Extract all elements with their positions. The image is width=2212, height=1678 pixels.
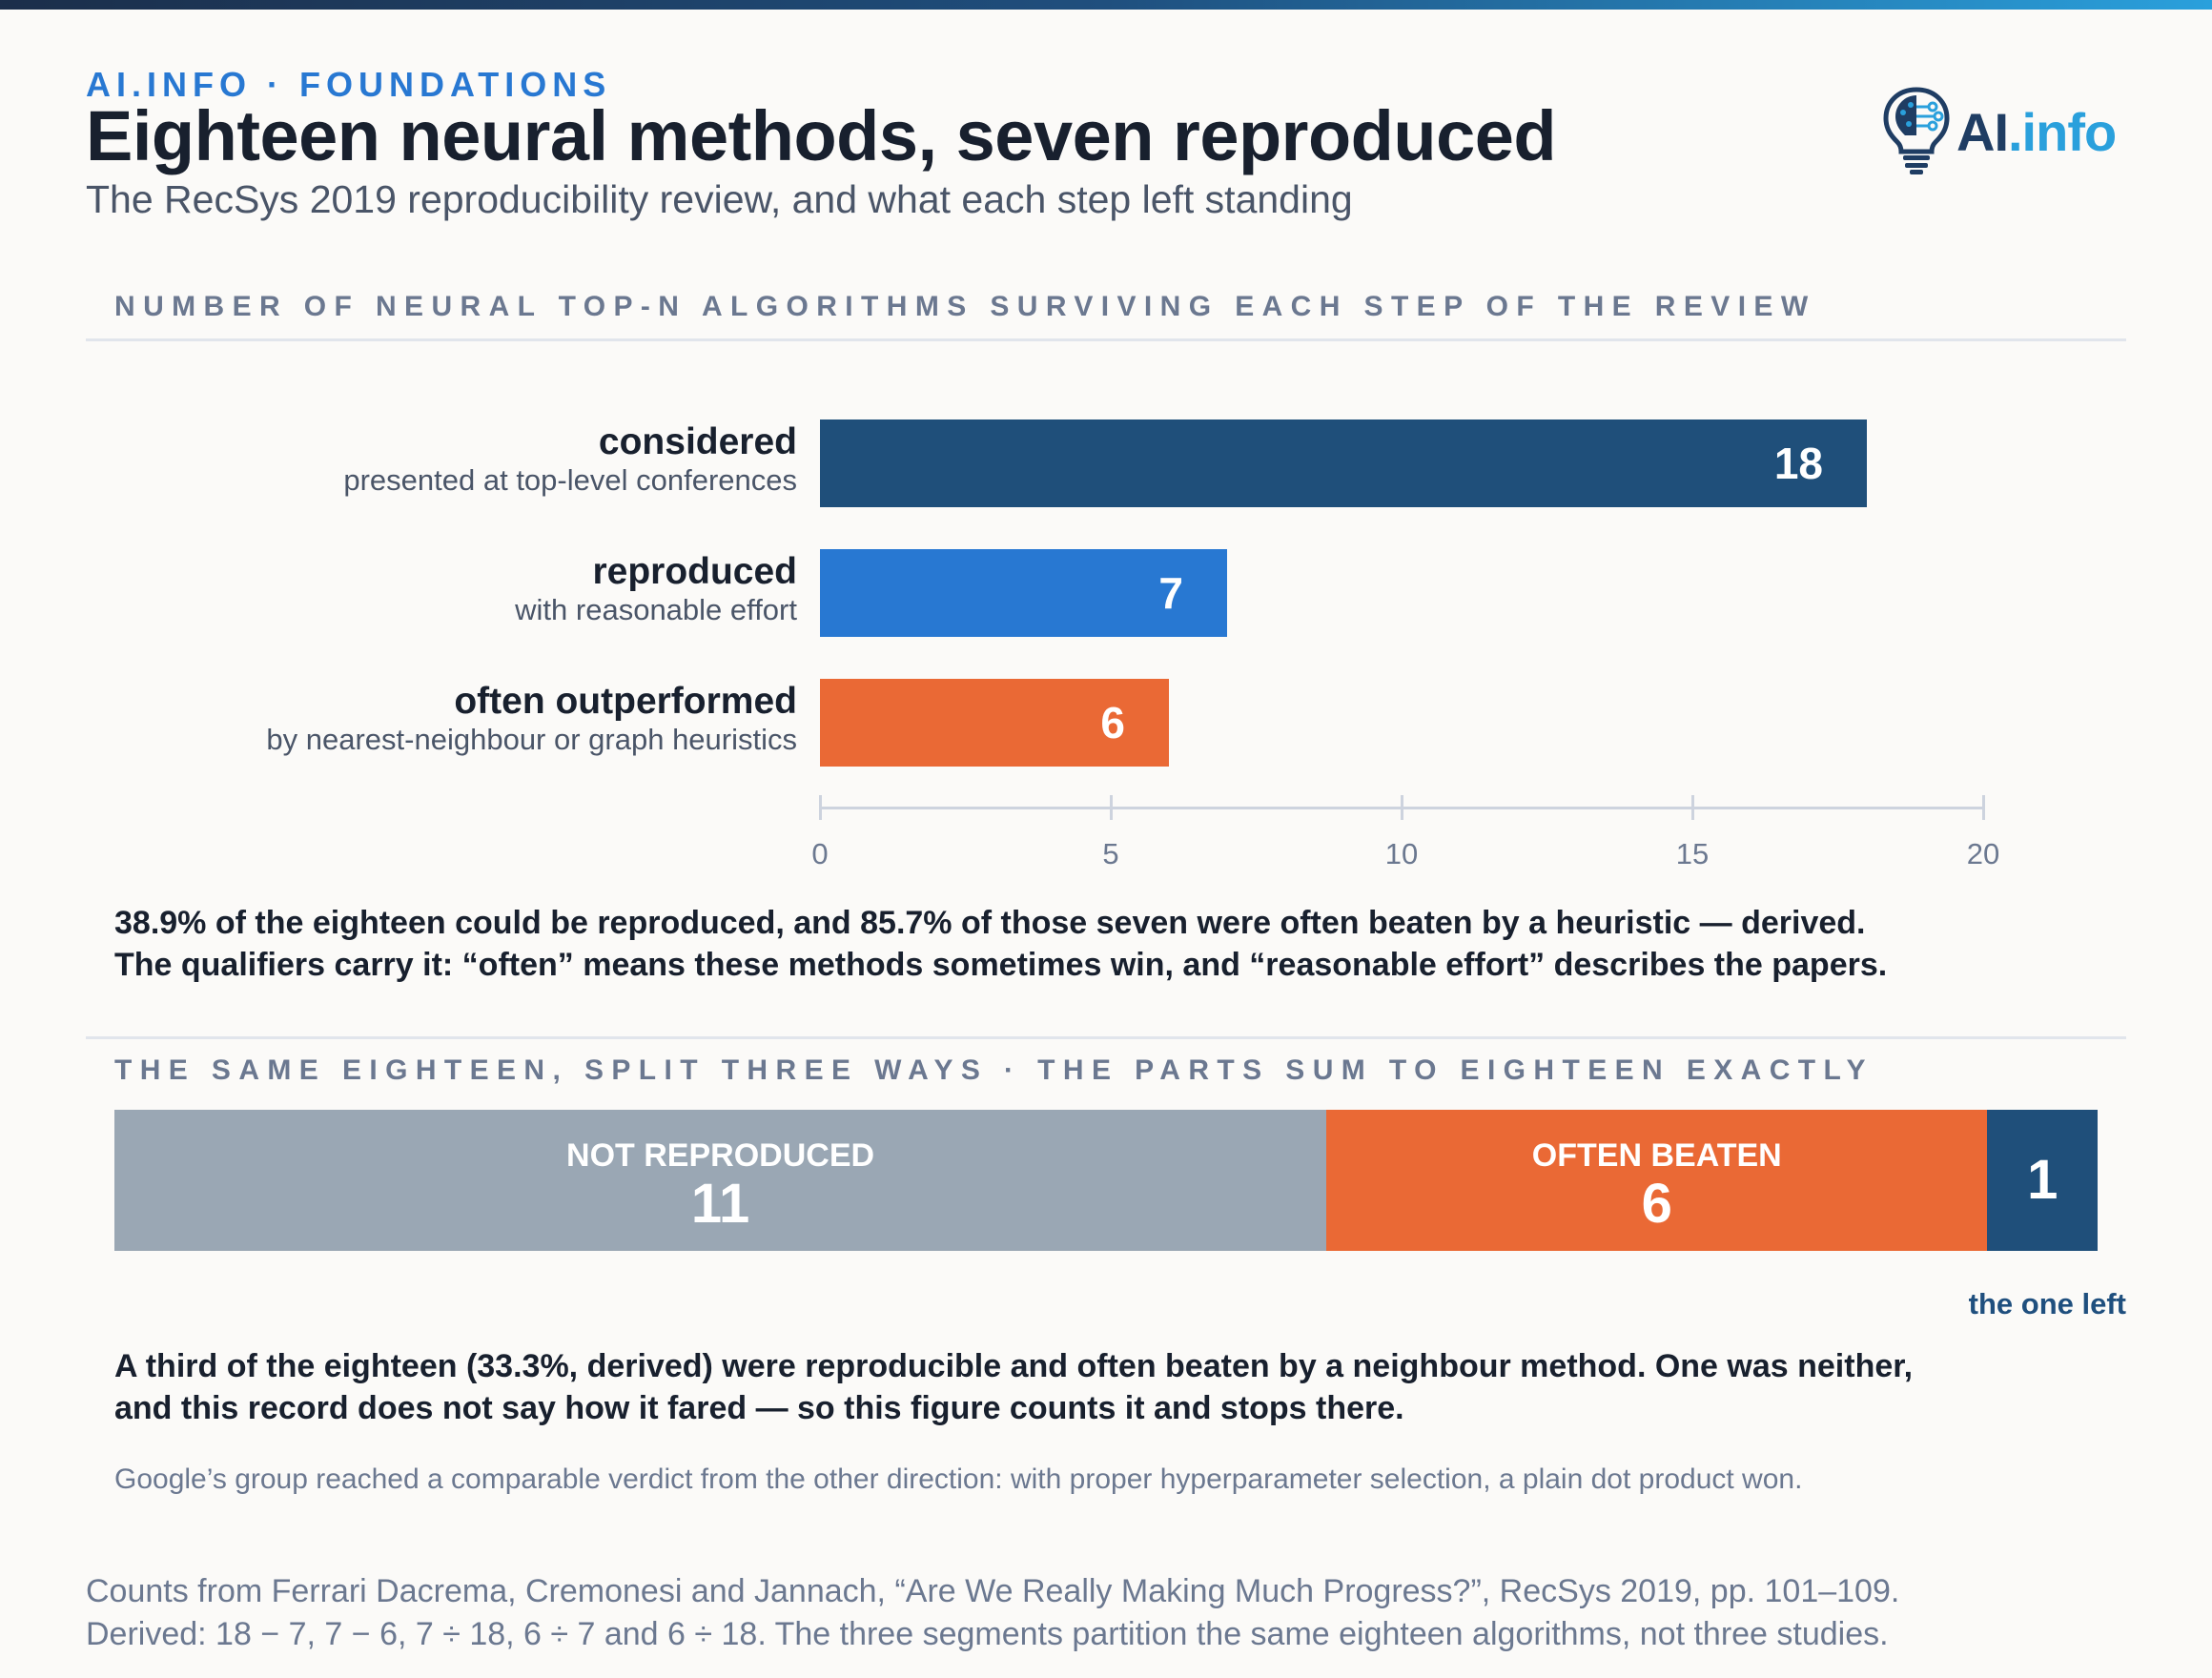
bar-value-label: 6 [1100, 698, 1125, 747]
segment-value: 11 [690, 1173, 750, 1235]
x-tick-label: 5 [1102, 837, 1119, 870]
x-axis: 0 5 10 15 20 [811, 791, 1999, 870]
top-accent-bar [0, 0, 2212, 10]
kicker: AI.INFO · FOUNDATIONS [86, 65, 612, 104]
x-tick-label: 20 [1966, 837, 2000, 870]
bar-label-considered: considered presented at top-level confer… [343, 421, 797, 498]
logo-wordmark: AI.info [1956, 102, 2117, 162]
x-tick [1110, 795, 1113, 820]
chart1-note-line1: 38.9% of the eighteen could be reproduce… [114, 905, 1866, 941]
bar-reproduced: 7 [820, 549, 1227, 637]
page-subtitle: The RecSys 2019 reproducibility review, … [86, 177, 1353, 221]
segment-label: NOT REPRODUCED [566, 1137, 875, 1174]
chart2-note-line1: A third of the eighteen (33.3%, derived)… [114, 1348, 1914, 1384]
category-note: presented at top-level conferences [343, 463, 797, 497]
source-line1: Counts from Ferrari Dacrema, Cremonesi a… [86, 1573, 1900, 1609]
chart1-title: NUMBER OF NEURAL TOP-N ALGORITHMS SURVIV… [114, 291, 1816, 322]
bar-label-often-outperformed: often outperformed by nearest-neighbour … [266, 681, 797, 757]
x-tick-label: 10 [1384, 837, 1419, 870]
ai-info-logo: AI.info [1880, 84, 2130, 175]
segment-label: OFTEN BEATEN [1531, 1137, 1782, 1174]
chart1-note-line2: The qualifiers carry it: “often” means t… [114, 947, 1888, 983]
stacked-bar: NOT REPRODUCED 11 OFTEN BEATEN 6 1 [114, 1110, 2098, 1251]
x-tick [1982, 795, 1985, 820]
x-tick-label: 15 [1675, 837, 1710, 870]
segment-not-reproduced: NOT REPRODUCED 11 [114, 1110, 1327, 1251]
x-tick [1401, 795, 1403, 820]
bar-considered: 18 [820, 420, 1867, 507]
category-label: reproduced [592, 551, 797, 592]
segment-one-left: 1 [1987, 1110, 2098, 1251]
segment-often-beaten: OFTEN BEATEN 6 [1326, 1110, 1988, 1251]
divider [86, 338, 2126, 341]
divider [86, 1036, 2126, 1039]
category-note: with reasonable effort [515, 593, 797, 626]
category-note: by nearest-neighbour or graph heuristics [266, 723, 797, 756]
bar-often-outperformed: 6 [820, 679, 1169, 767]
bar-value-label: 7 [1158, 568, 1183, 618]
segment-value: 6 [1641, 1173, 1672, 1235]
aside-note: Google’s group reached a comparable verd… [114, 1463, 1803, 1495]
one-left-annotation: the one left [1968, 1287, 2126, 1320]
category-label: considered [598, 421, 797, 462]
x-tick-label: 0 [811, 837, 829, 870]
source-line2: Derived: 18 − 7, 7 − 6, 7 ÷ 18, 6 ÷ 7 an… [86, 1616, 1889, 1652]
category-label: often outperformed [454, 681, 797, 722]
chart2-note-line2: and this record does not say how it fare… [114, 1390, 1404, 1426]
chart2-title: THE SAME EIGHTEEN, SPLIT THREE WAYS · TH… [114, 1054, 1874, 1086]
segment-value: 1 [2027, 1149, 2058, 1211]
bar-label-reproduced: reproduced with reasonable effort [515, 551, 797, 627]
x-tick [819, 795, 822, 820]
lightbulb-brain-icon [1883, 87, 1950, 174]
page-title: Eighteen neural methods, seven reproduce… [86, 96, 1557, 175]
x-tick [1691, 795, 1694, 820]
bar-value-label: 18 [1773, 439, 1823, 488]
